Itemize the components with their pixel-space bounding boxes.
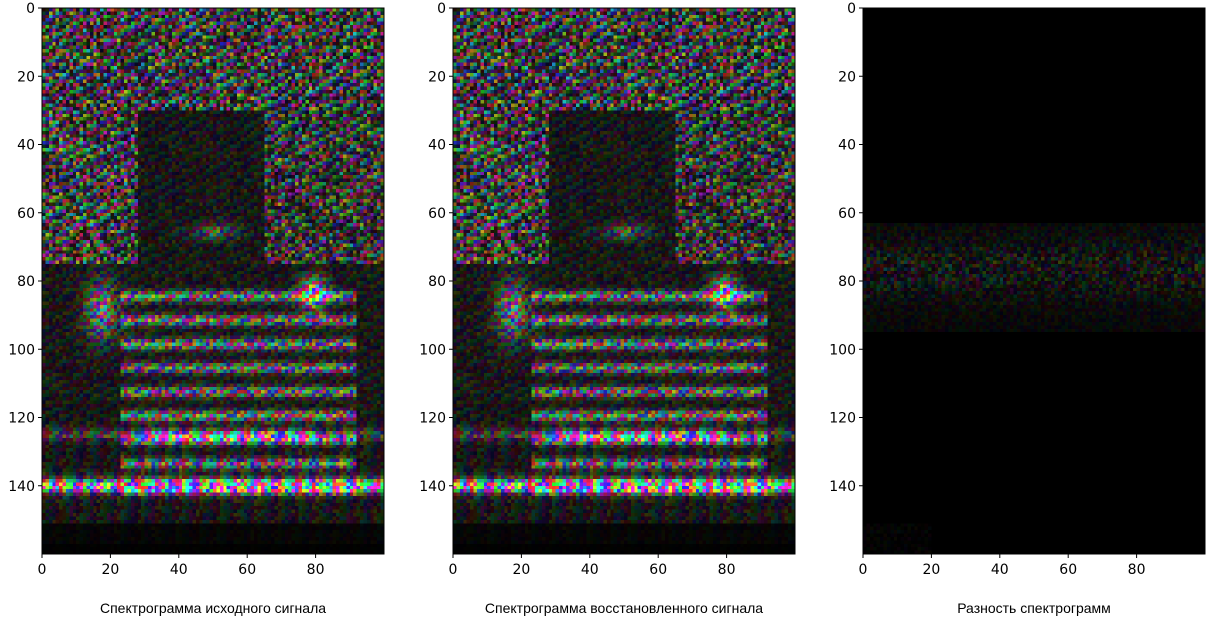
x-tick-label: 40: [991, 562, 1009, 578]
y-tick-label: 0: [847, 1, 856, 17]
x-tick-label: 20: [922, 562, 940, 578]
y-tick-label: 20: [428, 69, 446, 85]
x-tick-label: 0: [449, 562, 458, 578]
spectrogram-image: [42, 8, 384, 554]
y-tick-label: 40: [17, 138, 35, 154]
spectrogram-image: [863, 8, 1205, 554]
y-tick-label: 100: [829, 342, 856, 358]
y-tick-label: 20: [838, 69, 856, 85]
panel-3: 0 20 40 60 80 0 20 40 60 80 100 120 140 Разность спек…: [829, 1, 1206, 616]
y-tick-label: 40: [428, 138, 446, 154]
panel-2: 0 20 40 60 80 0 20 40 60 80 100 120 140 Спектрограмма…: [419, 1, 796, 616]
x-tick-label: 0: [38, 562, 47, 578]
y-tick-label: 60: [17, 206, 35, 222]
x-tick-label: 60: [1059, 562, 1077, 578]
y-tick-label: 20: [17, 69, 35, 85]
y-tick-label: 120: [8, 411, 35, 427]
y-tick-label: 140: [8, 479, 35, 495]
y-tick-label: 0: [26, 1, 35, 17]
y-tick-label: 140: [419, 479, 446, 495]
panel-1: 0 20 40 60 80 0 20 40 60 80 100 120 140 Спектрограмма…: [8, 1, 385, 616]
y-tick-label: 140: [829, 479, 856, 495]
x-tick-label: 20: [101, 562, 119, 578]
y-tick-label: 120: [829, 411, 856, 427]
spectrogram-image: [453, 8, 795, 554]
panel-caption: Спектрограмма восстановленного сигнала: [485, 600, 763, 616]
x-tick-label: 40: [170, 562, 188, 578]
y-tick-label: 100: [8, 342, 35, 358]
x-tick-label: 20: [512, 562, 530, 578]
x-tick-label: 60: [649, 562, 667, 578]
y-tick-label: 0: [437, 1, 446, 17]
panel-caption: Разность спектрограмм: [957, 600, 1111, 616]
x-tick-label: 80: [1128, 562, 1146, 578]
x-tick-label: 40: [581, 562, 599, 578]
x-tick-label: 80: [307, 562, 325, 578]
y-tick-label: 80: [428, 274, 446, 290]
x-tick-label: 60: [238, 562, 256, 578]
panel-caption: Спектрограмма исходного сигнала: [100, 600, 326, 616]
x-tick-label: 80: [718, 562, 736, 578]
y-tick-label: 80: [838, 274, 856, 290]
y-tick-label: 60: [428, 206, 446, 222]
y-tick-label: 40: [838, 138, 856, 154]
y-tick-label: 120: [419, 411, 446, 427]
y-tick-label: 60: [838, 206, 856, 222]
y-tick-label: 80: [17, 274, 35, 290]
y-tick-label: 100: [419, 342, 446, 358]
x-tick-label: 0: [859, 562, 868, 578]
